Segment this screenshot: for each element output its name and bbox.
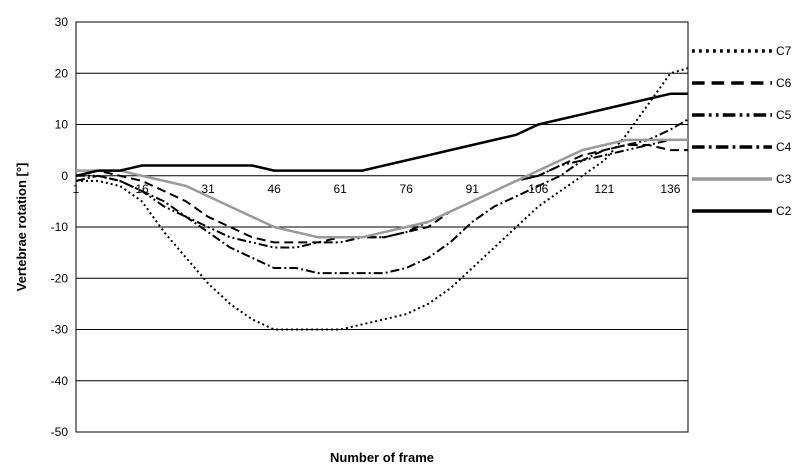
x-tick-label: 16 — [135, 182, 149, 196]
plot-area-frame — [75, 21, 689, 433]
legend-label: C5 — [776, 108, 792, 122]
y-tick-label: -20 — [51, 271, 69, 285]
y-axis-tick-labels: 30 20 10 0 -10 -20 -30 -40 -50 — [51, 15, 69, 439]
x-tick-label: 91 — [466, 182, 480, 196]
y-tick-label: 0 — [61, 169, 68, 183]
series-line-c4 — [75, 118, 689, 275]
x-tick-label: 46 — [267, 182, 281, 196]
series-line-c2 — [75, 92, 688, 178]
y-tick-label: -30 — [51, 323, 69, 337]
x-tick-label: 1 — [73, 182, 80, 196]
x-axis-tick-labels: 1 16 31 46 61 76 91 106 121 136 — [73, 182, 681, 196]
legend-item-c3: C3 — [692, 172, 792, 186]
legend-label: C3 — [776, 172, 792, 186]
legend-label: C6 — [776, 76, 792, 90]
x-axis-title: Number of frame — [330, 450, 434, 465]
x-tick-label: 31 — [201, 182, 215, 196]
y-tick-label: 30 — [55, 15, 69, 29]
y-tick-label: -40 — [51, 374, 69, 388]
legend-label: C4 — [776, 140, 792, 154]
legend-item-c2: C2 — [692, 204, 792, 218]
y-tick-label: 10 — [55, 118, 69, 132]
x-tick-label: 106 — [528, 182, 548, 196]
legend: C7 C6 C5 C4 C3 C2 — [692, 44, 792, 218]
x-tick-label: 76 — [400, 182, 414, 196]
legend-label: C2 — [776, 204, 792, 218]
grid-lines — [76, 21, 688, 433]
x-tick-label: 136 — [660, 182, 680, 196]
y-axis-title: Vertebrae rotation [°] — [14, 163, 29, 292]
y-tick-label: 20 — [55, 66, 69, 80]
legend-item-c7: C7 — [692, 44, 792, 58]
legend-item-c5: C5 — [692, 108, 792, 122]
legend-item-c4: C4 — [692, 140, 792, 154]
x-tick-label: 61 — [333, 182, 347, 196]
legend-item-c6: C6 — [692, 76, 792, 90]
series-line-c7 — [76, 67, 689, 331]
series-line-c3 — [76, 138, 688, 239]
y-tick-label: -10 — [51, 220, 69, 234]
series-line-c5 — [76, 138, 688, 249]
series-layer — [75, 67, 689, 331]
legend-label: C7 — [776, 44, 792, 58]
y-tick-label: -50 — [51, 425, 69, 439]
x-tick-label: 121 — [594, 182, 614, 196]
